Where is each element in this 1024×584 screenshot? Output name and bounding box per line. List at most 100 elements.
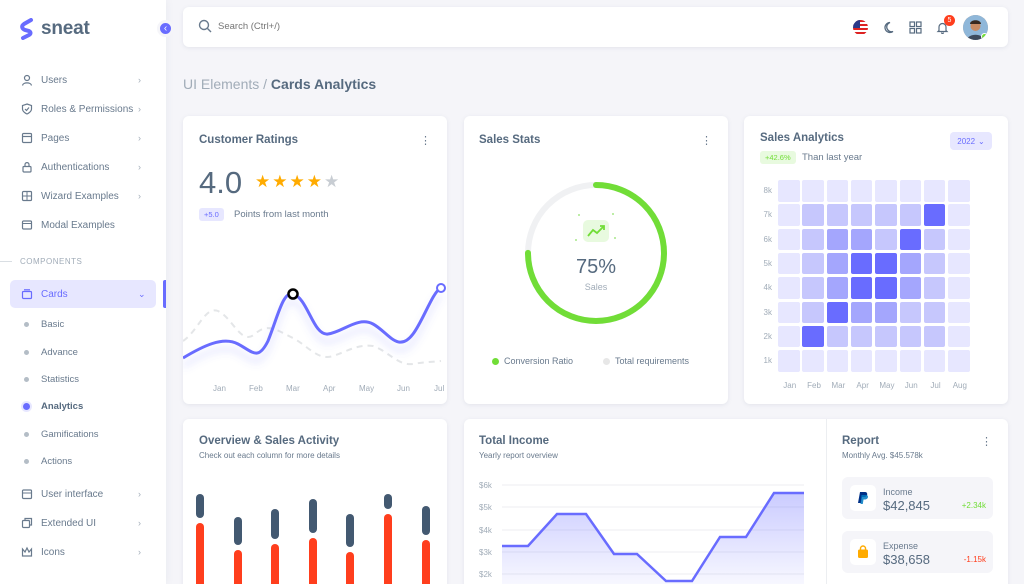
heatmap-cell[interactable] <box>778 252 800 275</box>
heatmap-cell[interactable] <box>948 325 970 348</box>
sidebar-subitem-statistics[interactable]: Statistics <box>20 371 79 387</box>
heatmap-cell[interactable] <box>923 204 946 226</box>
heatmap-cell[interactable] <box>850 228 873 251</box>
sidebar-collapse-button[interactable]: ‹ <box>157 20 174 37</box>
sidebar-item-authentications[interactable]: Authentications › <box>10 153 156 181</box>
heatmap-cell[interactable] <box>923 325 946 348</box>
heatmap-cell[interactable] <box>875 301 897 323</box>
heatmap-cell[interactable] <box>778 301 800 323</box>
more-vertical-icon[interactable]: ⋮ <box>420 135 431 147</box>
bar-column[interactable] <box>309 499 317 584</box>
sidebar-item-roles[interactable]: Roles & Permissions › <box>10 95 156 123</box>
shortcuts-button[interactable] <box>907 19 923 35</box>
sidebar-item-pages[interactable]: Pages › <box>10 124 156 152</box>
heatmap-cell[interactable] <box>850 277 873 299</box>
highlight-point[interactable] <box>287 288 299 300</box>
heatmap-cell[interactable] <box>850 204 873 226</box>
theme-toggle-button[interactable] <box>882 19 898 35</box>
report-expense-row[interactable]: Expense $38,658 -1.15k <box>842 531 993 573</box>
heatmap-cell[interactable] <box>948 252 970 275</box>
heatmap-cell[interactable] <box>826 228 849 251</box>
brand-logo[interactable]: sneat <box>20 18 90 40</box>
heatmap-cell[interactable] <box>875 228 897 251</box>
sidebar-subitem-gamifications[interactable]: Gamifications <box>20 426 99 442</box>
heatmap-cell[interactable] <box>875 350 897 372</box>
heatmap-cell[interactable] <box>850 252 873 275</box>
heatmap-cell[interactable] <box>802 301 824 323</box>
heatmap-cell[interactable] <box>948 301 970 323</box>
breadcrumb-parent[interactable]: UI Elements / <box>183 76 268 92</box>
end-point[interactable] <box>436 283 446 293</box>
heatmap-cell[interactable] <box>778 204 800 226</box>
heatmap-cell[interactable] <box>802 325 824 348</box>
bar-column[interactable] <box>384 494 392 584</box>
heatmap-cell[interactable] <box>899 252 921 275</box>
heatmap-cell[interactable] <box>923 350 946 372</box>
heatmap-cell[interactable] <box>778 180 800 202</box>
bar-column[interactable] <box>422 506 430 584</box>
heatmap-cell[interactable] <box>899 277 921 299</box>
heatmap-cell[interactable] <box>899 204 921 226</box>
heatmap-cell[interactable] <box>802 252 824 275</box>
heatmap-cell[interactable] <box>802 204 824 226</box>
heatmap-cell[interactable] <box>875 325 897 348</box>
bar-column[interactable] <box>271 509 279 584</box>
heatmap-cell[interactable] <box>826 277 849 299</box>
search-bar[interactable] <box>198 19 398 33</box>
heatmap-cell[interactable] <box>899 180 921 202</box>
bar-column[interactable] <box>196 494 204 584</box>
heatmap-cell[interactable] <box>778 325 800 348</box>
heatmap-cell[interactable] <box>875 204 897 226</box>
heatmap-cell[interactable] <box>802 277 824 299</box>
search-input[interactable] <box>218 20 398 32</box>
heatmap-cell[interactable] <box>899 350 921 372</box>
heatmap-cell[interactable] <box>826 252 849 275</box>
heatmap-cell[interactable] <box>850 325 873 348</box>
report-income-row[interactable]: Income $42,845 +2.34k <box>842 477 993 519</box>
heatmap-cell[interactable] <box>826 180 849 202</box>
sidebar-subitem-advance[interactable]: Advance <box>20 344 78 360</box>
year-dropdown[interactable]: 2022 ⌄ <box>950 132 992 150</box>
heatmap-cell[interactable] <box>875 252 897 275</box>
heatmap-cell[interactable] <box>923 277 946 299</box>
heatmap-cell[interactable] <box>948 277 970 299</box>
more-vertical-icon[interactable]: ⋮ <box>981 436 992 448</box>
heatmap-cell[interactable] <box>826 204 849 226</box>
heatmap-cell[interactable] <box>899 228 921 251</box>
heatmap-cell[interactable] <box>948 204 970 226</box>
bar-column[interactable] <box>346 514 354 584</box>
sidebar-item-modal-examples[interactable]: Modal Examples <box>10 211 156 239</box>
heatmap-cell[interactable] <box>875 180 897 202</box>
heatmap-cell[interactable] <box>826 325 849 348</box>
sidebar-item-icons[interactable]: Icons › <box>10 538 156 566</box>
sidebar-item-wizard-examples[interactable]: Wizard Examples › <box>10 182 156 210</box>
heatmap-cell[interactable] <box>850 180 873 202</box>
user-avatar[interactable] <box>963 15 988 40</box>
heatmap-cell[interactable] <box>923 301 946 323</box>
heatmap-cell[interactable] <box>948 180 970 202</box>
heatmap-cell[interactable] <box>899 301 921 323</box>
heatmap-cell[interactable] <box>850 301 873 323</box>
heatmap-cell[interactable] <box>778 228 800 251</box>
sidebar-item-users[interactable]: Users › <box>10 66 156 94</box>
heatmap-cell[interactable] <box>778 350 800 372</box>
heatmap-cell[interactable] <box>923 228 946 251</box>
sidebar-item-cards[interactable]: Cards ⌄ <box>10 280 156 308</box>
heatmap-cell[interactable] <box>850 350 873 372</box>
language-button[interactable] <box>852 19 868 35</box>
sidebar-subitem-analytics[interactable]: Analytics <box>20 398 83 414</box>
sidebar-subitem-actions[interactable]: Actions <box>20 453 72 469</box>
sidebar-item-extended-ui[interactable]: Extended UI › <box>10 509 156 537</box>
heatmap-cell[interactable] <box>802 228 824 251</box>
heatmap-cell[interactable] <box>802 180 824 202</box>
heatmap-cell[interactable] <box>875 277 897 299</box>
heatmap-cell[interactable] <box>948 350 970 372</box>
heatmap-cell[interactable] <box>826 301 849 323</box>
heatmap-cell[interactable] <box>923 180 946 202</box>
notifications-button[interactable] <box>934 19 950 35</box>
bar-column[interactable] <box>234 517 242 584</box>
heatmap-cell[interactable] <box>948 228 970 251</box>
more-vertical-icon[interactable]: ⋮ <box>701 135 712 147</box>
heatmap-cell[interactable] <box>802 350 824 372</box>
heatmap-cell[interactable] <box>923 252 946 275</box>
